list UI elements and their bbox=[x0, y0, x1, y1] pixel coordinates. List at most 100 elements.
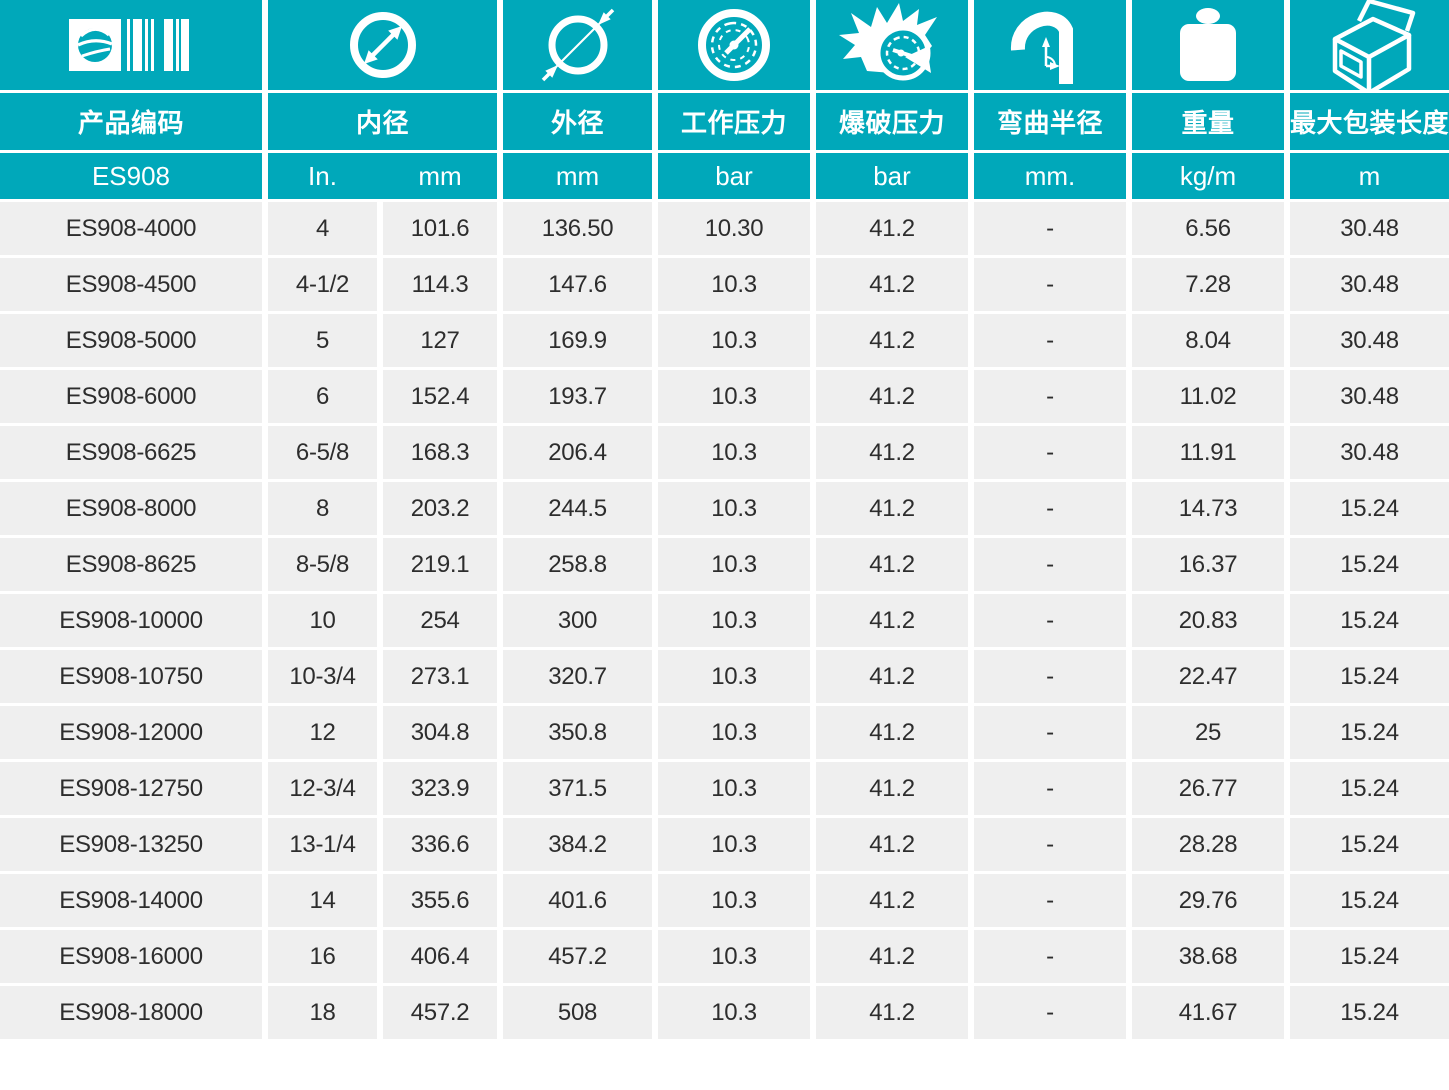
table-cell-product-code: ES908-12000 bbox=[0, 706, 262, 759]
icon-cell-inner-diameter bbox=[268, 0, 497, 90]
working-pressure-icon bbox=[698, 9, 770, 81]
table-cell-product-code: ES908-14000 bbox=[0, 874, 262, 927]
table-cell: 20.83 bbox=[1132, 594, 1284, 647]
table-cell: 30.48 bbox=[1290, 370, 1449, 423]
table-cell: 30.48 bbox=[1290, 258, 1449, 311]
table-cell-product-code: ES908-8625 bbox=[0, 538, 262, 591]
table-cell: 15.24 bbox=[1290, 650, 1449, 703]
table-cell: 10.3 bbox=[658, 426, 810, 479]
table-cell: - bbox=[974, 426, 1126, 479]
icon-cell-package bbox=[1290, 0, 1449, 90]
column-header-working-pressure: 工作压力 bbox=[658, 93, 810, 150]
table-cell: 30.48 bbox=[1290, 426, 1449, 479]
column-header-bend-radius: 弯曲半径 bbox=[974, 93, 1126, 150]
package-icon bbox=[1332, 0, 1415, 90]
unit-inner-diameter-in: In. bbox=[308, 160, 337, 191]
table-cell: 41.2 bbox=[816, 202, 968, 255]
table-cell-product-code: ES908-6000 bbox=[0, 370, 262, 423]
table-cell: 10.3 bbox=[658, 706, 810, 759]
weight-icon bbox=[1180, 8, 1236, 81]
table-cell-product-code: ES908-10750 bbox=[0, 650, 262, 703]
table-cell: 406.4 bbox=[383, 930, 497, 983]
table-cell: 10.3 bbox=[658, 482, 810, 535]
unit-burst-pressure: bar bbox=[816, 153, 968, 199]
table-cell: 41.2 bbox=[816, 706, 968, 759]
table-cell: - bbox=[974, 538, 1126, 591]
inner-diameter-icon bbox=[349, 12, 416, 78]
table-cell: 206.4 bbox=[503, 426, 652, 479]
table-cell: - bbox=[974, 930, 1126, 983]
table-cell-product-code: ES908-18000 bbox=[0, 986, 262, 1039]
table-cell: 10.3 bbox=[658, 538, 810, 591]
table-cell: 6 bbox=[268, 370, 377, 423]
table-cell: 152.4 bbox=[383, 370, 497, 423]
table-cell: 11.91 bbox=[1132, 426, 1284, 479]
table-cell: 5 bbox=[268, 314, 377, 367]
table-cell: 15.24 bbox=[1290, 706, 1449, 759]
table-cell: 29.76 bbox=[1132, 874, 1284, 927]
table-cell: 16 bbox=[268, 930, 377, 983]
unit-inner-diameter: In. mm bbox=[268, 153, 497, 199]
table-cell: 41.2 bbox=[816, 986, 968, 1039]
table-cell: 10.3 bbox=[658, 986, 810, 1039]
table-cell: 26.77 bbox=[1132, 762, 1284, 815]
table-cell: 15.24 bbox=[1290, 930, 1449, 983]
burst-pressure-icon bbox=[839, 3, 937, 81]
table-cell: 16.37 bbox=[1132, 538, 1284, 591]
table-cell: 4-1/2 bbox=[268, 258, 377, 311]
table-cell: 10.3 bbox=[658, 930, 810, 983]
column-header-burst-pressure: 爆破压力 bbox=[816, 93, 968, 150]
table-cell: - bbox=[974, 762, 1126, 815]
table-cell: 30.48 bbox=[1290, 314, 1449, 367]
table-cell: 457.2 bbox=[383, 986, 497, 1039]
table-cell: 384.2 bbox=[503, 818, 652, 871]
table-cell: 14 bbox=[268, 874, 377, 927]
table-cell: 10.3 bbox=[658, 762, 810, 815]
table-cell: 203.2 bbox=[383, 482, 497, 535]
table-cell: 7.28 bbox=[1132, 258, 1284, 311]
icon-cell-weight bbox=[1132, 0, 1284, 90]
unit-weight: kg/m bbox=[1132, 153, 1284, 199]
table-cell-product-code: ES908-13250 bbox=[0, 818, 262, 871]
table-cell: 336.6 bbox=[383, 818, 497, 871]
table-cell: 12-3/4 bbox=[268, 762, 377, 815]
table-cell: 10.3 bbox=[658, 370, 810, 423]
table-cell: 22.47 bbox=[1132, 650, 1284, 703]
table-cell: 136.50 bbox=[503, 202, 652, 255]
table-cell-product-code: ES908-12750 bbox=[0, 762, 262, 815]
table-cell: 10.3 bbox=[658, 818, 810, 871]
table-cell-product-code: ES908-5000 bbox=[0, 314, 262, 367]
table-cell: 258.8 bbox=[503, 538, 652, 591]
table-cell: 18 bbox=[268, 986, 377, 1039]
table-cell: 38.68 bbox=[1132, 930, 1284, 983]
table-cell-product-code: ES908-8000 bbox=[0, 482, 262, 535]
table-cell: 147.6 bbox=[503, 258, 652, 311]
table-cell: 169.9 bbox=[503, 314, 652, 367]
table-cell: - bbox=[974, 706, 1126, 759]
table-cell: 114.3 bbox=[383, 258, 497, 311]
table-cell: - bbox=[974, 370, 1126, 423]
table-cell: 14.73 bbox=[1132, 482, 1284, 535]
table-cell: 15.24 bbox=[1290, 538, 1449, 591]
table-cell: 10.3 bbox=[658, 650, 810, 703]
unit-inner-diameter-mm: mm bbox=[418, 160, 462, 191]
table-cell-product-code: ES908-16000 bbox=[0, 930, 262, 983]
table-cell: 28.28 bbox=[1132, 818, 1284, 871]
table-cell: 168.3 bbox=[383, 426, 497, 479]
table-cell: 254 bbox=[383, 594, 497, 647]
table-cell: 41.2 bbox=[816, 930, 968, 983]
table-cell: 41.2 bbox=[816, 314, 968, 367]
table-cell: 6.56 bbox=[1132, 202, 1284, 255]
table-cell: 127 bbox=[383, 314, 497, 367]
table-cell: 41.2 bbox=[816, 594, 968, 647]
column-header-inner-diameter: 内径 bbox=[268, 93, 497, 150]
table-cell: 371.5 bbox=[503, 762, 652, 815]
table-cell: 15.24 bbox=[1290, 594, 1449, 647]
table-cell: 41.2 bbox=[816, 874, 968, 927]
table-cell: 41.2 bbox=[816, 426, 968, 479]
table-cell: 10.3 bbox=[658, 258, 810, 311]
table-cell: 15.24 bbox=[1290, 986, 1449, 1039]
table-cell: 15.24 bbox=[1290, 818, 1449, 871]
table-cell: 10 bbox=[268, 594, 377, 647]
table-cell: 6-5/8 bbox=[268, 426, 377, 479]
